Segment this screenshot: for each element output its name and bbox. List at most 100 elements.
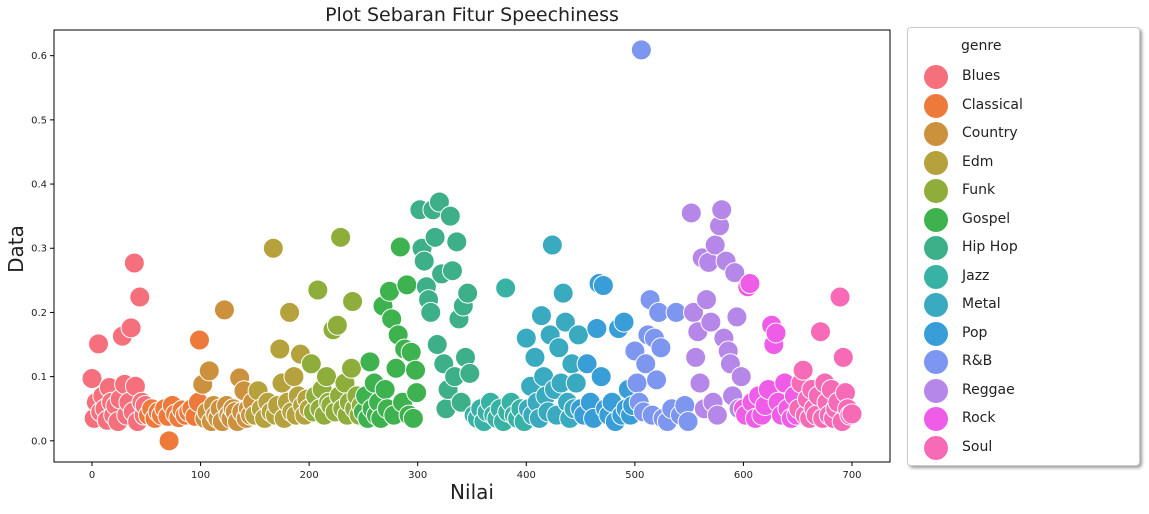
data-point xyxy=(576,353,598,375)
data-point xyxy=(689,372,711,394)
data-point xyxy=(342,291,364,313)
data-point xyxy=(739,273,761,295)
data-point xyxy=(424,226,446,248)
data-point xyxy=(459,362,481,384)
data-point xyxy=(832,346,854,368)
data-point xyxy=(565,372,587,394)
data-point xyxy=(495,277,517,299)
axes: 0 100 200 300 400 500 600 700 0.0 0.1 0.2 0.3 0.4 0.5… xyxy=(31,29,891,481)
legend-item: Jazz xyxy=(924,264,1134,290)
data-point xyxy=(730,366,752,388)
data-point xyxy=(590,366,612,388)
legend-swatch xyxy=(924,150,948,175)
x-axis-label: Nilai xyxy=(450,480,494,504)
legend-swatch xyxy=(924,435,948,460)
legend: genre Blues Classical Country Edm Funk Gospel… xyxy=(907,27,1140,466)
data-point xyxy=(548,337,570,359)
data-point xyxy=(677,411,699,433)
data-point xyxy=(592,274,614,296)
data-point xyxy=(330,226,352,248)
data-point xyxy=(792,359,814,381)
legend-label: Rock xyxy=(962,410,996,426)
legend-swatch xyxy=(924,93,948,118)
data-point xyxy=(586,317,608,339)
data-point xyxy=(262,237,284,259)
legend-swatch xyxy=(924,207,948,232)
data-point xyxy=(396,274,418,296)
x-tick-label: 700 xyxy=(842,470,861,481)
data-point xyxy=(515,327,537,349)
legend-item: R&B xyxy=(924,349,1134,375)
data-point xyxy=(613,311,635,333)
y-tick-label: 0.0 xyxy=(31,436,47,447)
data-point xyxy=(426,334,448,356)
data-point xyxy=(685,346,707,368)
data-point xyxy=(406,382,428,404)
data-point xyxy=(554,311,576,333)
data-point xyxy=(524,346,546,368)
data-point xyxy=(441,260,463,282)
y-tick-label: 0.2 xyxy=(31,308,47,319)
data-point xyxy=(326,314,348,336)
series-reggae xyxy=(680,199,752,426)
legend-swatch xyxy=(924,321,948,346)
legend-item: Edm xyxy=(924,150,1134,176)
x-tick-label: 400 xyxy=(517,470,536,481)
legend-item: Metal xyxy=(924,292,1134,318)
data-point xyxy=(841,403,863,425)
data-point xyxy=(457,282,479,304)
data-point xyxy=(530,305,552,327)
data-point xyxy=(711,199,733,221)
y-axis-label: Data xyxy=(4,225,28,273)
data-point xyxy=(696,289,718,311)
data-point xyxy=(405,359,427,381)
data-point xyxy=(269,338,291,360)
data-point xyxy=(765,322,787,344)
data-point xyxy=(188,329,210,351)
data-point xyxy=(316,366,338,388)
legend-swatch xyxy=(924,264,948,289)
legend-item: Classical xyxy=(924,93,1134,119)
legend-label: Funk xyxy=(962,182,996,198)
data-points xyxy=(81,39,863,452)
y-tick-label: 0.5 xyxy=(31,115,47,126)
data-point xyxy=(402,407,424,429)
legend-swatch xyxy=(924,179,948,203)
legend-label: Gospel xyxy=(962,210,1011,227)
legend-swatch xyxy=(924,236,948,260)
data-point xyxy=(635,353,657,375)
x-tick-label: 0 xyxy=(89,470,95,481)
legend-swatch xyxy=(924,122,948,146)
data-point xyxy=(81,368,103,390)
plot-frame xyxy=(53,29,891,463)
data-point xyxy=(450,391,472,413)
legend-item: Country xyxy=(924,121,1134,147)
data-point xyxy=(650,337,672,359)
data-point xyxy=(413,250,435,272)
x-tick-label: 300 xyxy=(408,470,427,481)
data-point xyxy=(829,286,851,308)
legend-item: Reggae xyxy=(924,378,1134,404)
legend-label: Soul xyxy=(962,438,993,455)
data-point xyxy=(88,333,110,355)
legend-item: Pop xyxy=(924,321,1134,347)
data-point xyxy=(385,357,407,379)
chart-title: Plot Sebaran Fitur Speechiness xyxy=(325,4,619,26)
legend-label: Classical xyxy=(962,96,1023,113)
data-point xyxy=(374,378,396,400)
series-pop xyxy=(570,273,644,433)
legend-swatch xyxy=(924,350,948,374)
data-point xyxy=(439,205,461,227)
series-metal xyxy=(515,234,589,429)
legend-swatch xyxy=(924,65,948,89)
data-point xyxy=(283,366,305,388)
data-point xyxy=(724,262,746,284)
data-point xyxy=(567,324,589,346)
legend-item: Rock xyxy=(924,406,1134,432)
data-point xyxy=(307,279,329,301)
data-point xyxy=(700,311,722,333)
data-point xyxy=(552,282,574,304)
x-tick-label: 100 xyxy=(191,470,210,481)
